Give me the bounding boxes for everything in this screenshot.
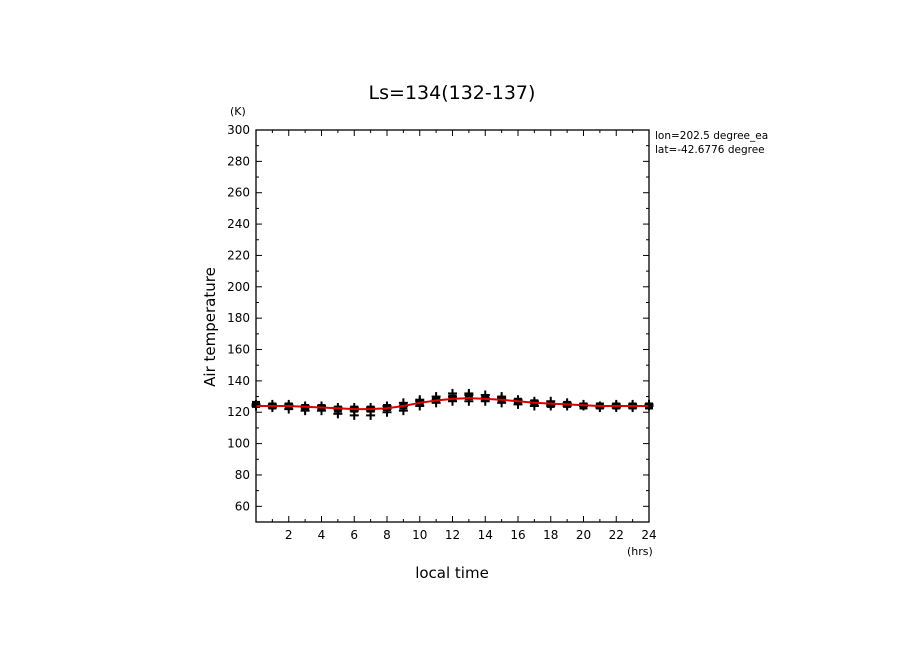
plot-marks	[251, 388, 654, 420]
x-tick-label: 2	[285, 528, 293, 542]
annotation-lat: lat=-42.6776 degree	[655, 144, 765, 156]
plot-frame	[255, 129, 650, 523]
y-tick-label: 60	[235, 499, 250, 513]
y-tick-label: 120	[227, 405, 250, 419]
x-tick-label: 22	[609, 528, 624, 542]
x-tick-label: 8	[383, 528, 391, 542]
y-tick-label: 240	[227, 217, 250, 231]
y-tick-label: 80	[235, 468, 250, 482]
x-unit: (hrs)	[627, 545, 653, 558]
y-tick-label: 300	[227, 123, 250, 137]
y-tick-label: 180	[227, 311, 250, 325]
y-tick-label: 160	[227, 343, 250, 357]
y-tick-label: 140	[227, 374, 250, 388]
x-tick-label: 12	[445, 528, 460, 542]
x-tick-label: 18	[543, 528, 558, 542]
y-axis-title: Air temperature	[201, 267, 219, 387]
y-tick-label: 220	[227, 248, 250, 262]
x-tick-label: 4	[318, 528, 326, 542]
x-tick-label: 24	[641, 528, 656, 542]
y-tick-label: 200	[227, 280, 250, 294]
y-unit: (K)	[230, 105, 246, 118]
data-point-mean	[464, 393, 473, 401]
x-axis-title: local time	[415, 564, 489, 582]
series-line-fit	[256, 397, 649, 411]
annotation-lon: lon=202.5 degree_ea	[655, 130, 768, 142]
y-tick-label: 100	[227, 437, 250, 451]
x-tick-label: 6	[350, 528, 358, 542]
y-tick-label: 260	[227, 186, 250, 200]
chart-title: Ls=134(132-137)	[369, 82, 536, 104]
x-tick-label: 14	[478, 528, 493, 542]
x-tick-label: 10	[412, 528, 427, 542]
y-tick-label: 280	[227, 154, 250, 168]
x-tick-label: 16	[510, 528, 525, 542]
x-tick-label: 20	[576, 528, 591, 542]
